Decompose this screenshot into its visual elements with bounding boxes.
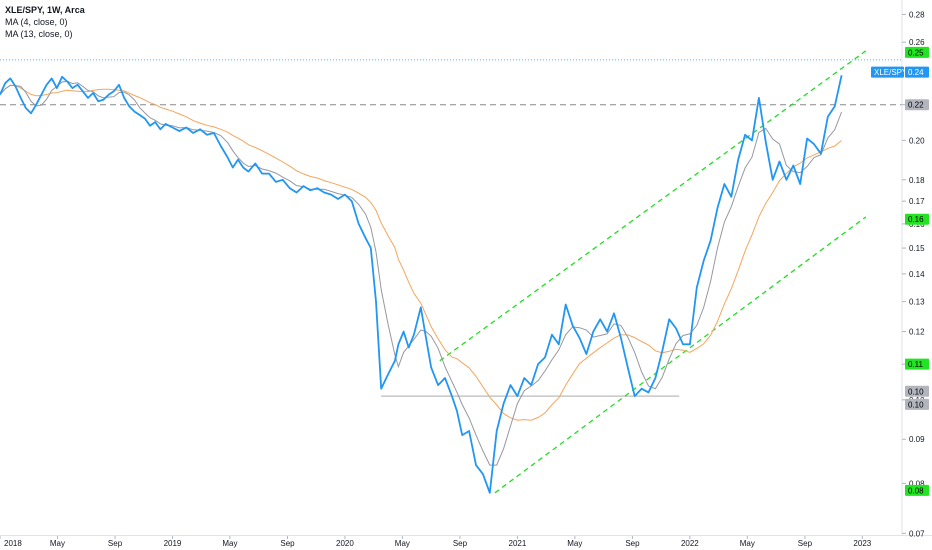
x-tick-label-8: Sep [453, 539, 468, 548]
x-tick-label-0: 2018 [4, 539, 22, 548]
price-badge-1[interactable]: XLE/SPY [871, 66, 908, 78]
x-tick-label-6: 2020 [336, 539, 354, 548]
y-tick-label-6: 0.17 [909, 197, 925, 206]
y-tick-label-11: 0.12 [909, 328, 925, 337]
svg-text:0.24: 0.24 [908, 68, 924, 77]
x-tick-label-13: May [740, 539, 755, 548]
price-badge-0[interactable]: 0.25 [905, 46, 929, 58]
x-tick-label-4: May [222, 539, 237, 548]
svg-text:0.08: 0.08 [908, 486, 924, 495]
channel-upper-line[interactable] [439, 50, 867, 362]
legend-symbol[interactable]: XLE/SPY, 1W, Arca [5, 5, 85, 15]
price-badge-5[interactable]: 0.11 [905, 358, 929, 370]
price-badge-2[interactable]: 0.24 [905, 66, 929, 78]
legend-ma-4[interactable]: MA (4, close, 0) [5, 17, 68, 27]
x-tick-label-10: May [567, 539, 582, 548]
svg-text:0.22: 0.22 [908, 101, 924, 110]
svg-text:0.10: 0.10 [908, 387, 924, 396]
x-tick-label-7: May [395, 539, 410, 548]
x-tick-label-2: Sep [108, 539, 123, 548]
y-tick-label-10: 0.13 [909, 298, 925, 307]
price-badge-4[interactable]: 0.16 [905, 213, 929, 225]
y-tick-label-15: 0.08 [909, 479, 925, 488]
y-tick-label-14: 0.09 [909, 435, 925, 444]
svg-text:0.11: 0.11 [908, 360, 924, 369]
y-tick-label-16: 0.07 [909, 529, 925, 538]
price-badge-3[interactable]: 0.22 [905, 99, 929, 111]
y-tick-label-0: 0.28 [909, 10, 925, 19]
price-badge-8[interactable]: 0.08 [905, 484, 929, 496]
legend-ma-13[interactable]: MA (13, close, 0) [5, 29, 73, 39]
x-tick-label-15: 2023 [853, 539, 871, 548]
y-tick-label-1: 0.26 [909, 38, 925, 47]
x-tick-label-14: Sep [798, 539, 813, 548]
x-tick-label-5: Sep [280, 539, 295, 548]
price-badge-6[interactable]: 0.10 [905, 385, 929, 397]
chart-legend: XLE/SPY, 1W, Arca MA (4, close, 0) MA (1… [5, 4, 85, 40]
price-badges: 0.25 XLE/SPY 0.24 0.22 0.16 0.11 0.10 0.10 0.08 [871, 46, 929, 496]
price-line[interactable] [0, 75, 843, 494]
x-tick-label-3: 2019 [164, 539, 182, 548]
y-tick-label-8: 0.15 [909, 244, 925, 253]
y-tick-label-4: 0.20 [909, 136, 925, 145]
svg-text:0.25: 0.25 [908, 48, 924, 57]
levels-layer [0, 59, 902, 397]
time-axis[interactable]: 2018 May Sep 2019 May Sep 2020 May Sep 2021 May Sep… [0, 536, 872, 548]
svg-text:XLE/SPY: XLE/SPY [874, 68, 908, 77]
x-tick-label-1: May [50, 539, 65, 548]
y-tick-label-9: 0.14 [909, 270, 925, 279]
ma-4-line[interactable] [0, 80, 843, 466]
x-tick-label-12: 2022 [681, 539, 699, 548]
x-tick-label-11: Sep [625, 539, 640, 548]
svg-text:0.10: 0.10 [908, 400, 924, 409]
y-tick-label-5: 0.18 [909, 176, 925, 185]
series-layer [0, 75, 843, 494]
price-badge-7[interactable]: 0.10 [905, 398, 929, 410]
svg-text:0.16: 0.16 [908, 215, 924, 224]
channel-layer [439, 50, 867, 494]
x-tick-label-9: 2021 [509, 539, 527, 548]
